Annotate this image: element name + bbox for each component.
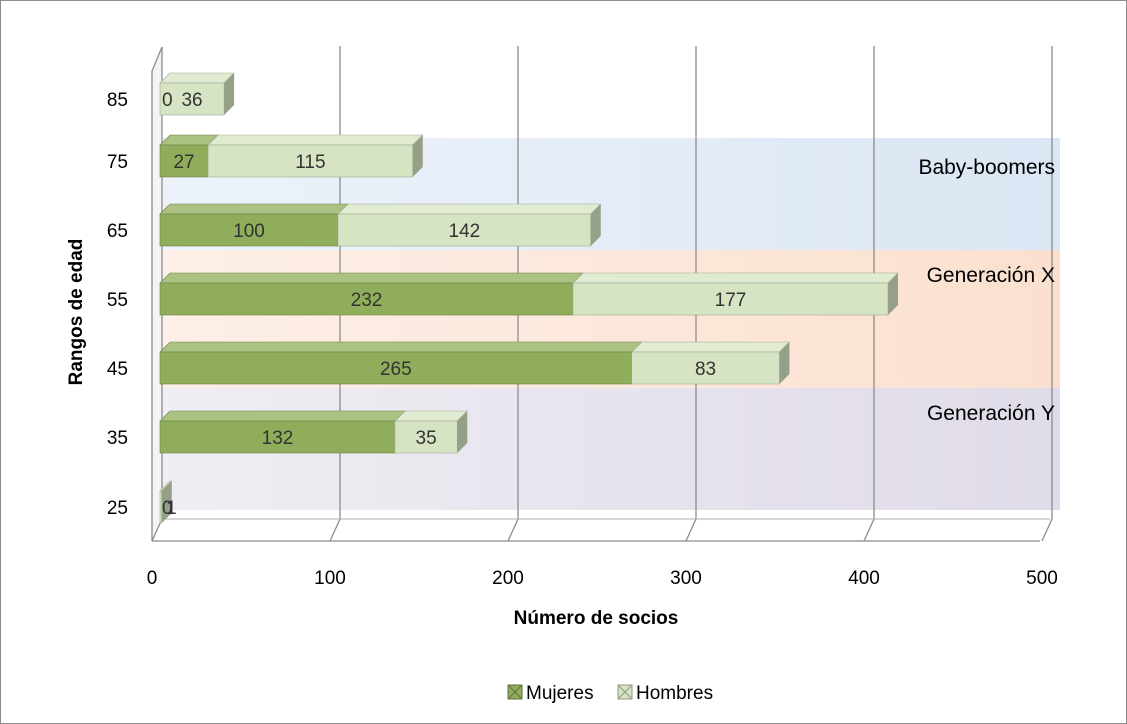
bar-mujeres-45 — [159, 351, 633, 385]
data-label: 232 — [351, 290, 383, 311]
y-tick-label: 55 — [107, 290, 128, 311]
bar-side-face — [888, 273, 899, 315]
bar-mujeres-75 — [159, 144, 209, 178]
y-tick-label: 25 — [107, 498, 128, 519]
x-tick-label: 100 — [314, 568, 346, 589]
bar-side-face — [224, 73, 235, 115]
bar-mujeres-55 — [159, 282, 574, 316]
bar-top-face — [394, 410, 468, 422]
data-label: 35 — [416, 428, 437, 449]
legend-swatch-mark — [618, 685, 632, 699]
bar-top-face — [159, 410, 406, 422]
floor-gridline — [1041, 518, 1053, 542]
data-label: 0 — [162, 498, 173, 519]
data-label: 1 — [166, 498, 177, 519]
data-label: 177 — [715, 290, 747, 311]
bar-side-face — [779, 342, 790, 384]
data-label: 36 — [181, 90, 202, 111]
bar-top-face — [159, 203, 349, 215]
floor-gridline — [685, 518, 697, 542]
bar-hombres-45 — [631, 351, 780, 385]
bar-top-face — [337, 203, 602, 215]
data-label: 0 — [162, 90, 173, 111]
floor-gridline — [863, 518, 875, 542]
bar-top-face — [159, 72, 235, 84]
x-tick-label: 400 — [848, 568, 880, 589]
legend-label-mujeres: Mujeres — [526, 683, 594, 704]
data-label: 142 — [449, 221, 481, 242]
bar-hombres-55 — [572, 282, 889, 316]
y-tick-label: 65 — [107, 221, 128, 242]
data-label: 265 — [380, 359, 412, 380]
bar-top-face — [159, 341, 643, 353]
y-axis-title: Rangos de edad — [66, 239, 87, 386]
data-label: 115 — [295, 152, 325, 173]
x-tick-label: 500 — [1026, 568, 1058, 589]
bar-top-face — [572, 272, 899, 284]
bar-side-face — [412, 135, 423, 177]
bar-top-face — [207, 134, 424, 146]
band-label-3: Generación Y — [927, 402, 1055, 425]
bar-hombres-35 — [394, 420, 458, 454]
x-tick-label: 200 — [492, 568, 524, 589]
bar-side-face — [457, 411, 468, 453]
data-label: 132 — [262, 428, 294, 449]
data-label: 83 — [695, 359, 716, 380]
y-tick-label: 35 — [107, 428, 128, 449]
band-label-2: Generación X — [927, 264, 1055, 287]
bar-side-face — [161, 481, 172, 523]
bar-top-face — [630, 341, 791, 353]
bar-side-face — [590, 204, 601, 246]
y-tick-label: 75 — [107, 152, 128, 173]
data-label: 100 — [233, 221, 265, 242]
legend: Mujeres Hombres — [507, 683, 713, 704]
x-axis-title: Número de socios — [514, 608, 679, 629]
y-tick-label: 45 — [107, 359, 128, 380]
bar-mujeres-35 — [159, 420, 396, 454]
y-tick-label: 85 — [107, 90, 128, 111]
band-label-1: Baby-boomers — [918, 156, 1055, 179]
bar-mujeres-65 — [159, 213, 339, 247]
bar-hombres-75 — [207, 144, 414, 178]
data-label: 27 — [173, 152, 194, 173]
floor-gridline — [507, 518, 519, 542]
bar-hombres-85 — [159, 82, 225, 116]
x-tick-label: 0 — [147, 568, 158, 589]
bar-top-face — [159, 272, 584, 284]
x-tick-label: 300 — [670, 568, 702, 589]
legend-label-hombres: Hombres — [636, 683, 713, 704]
floor-gridline — [329, 518, 341, 542]
bar-hombres-65 — [337, 213, 592, 247]
legend-swatch-mark — [508, 685, 522, 699]
